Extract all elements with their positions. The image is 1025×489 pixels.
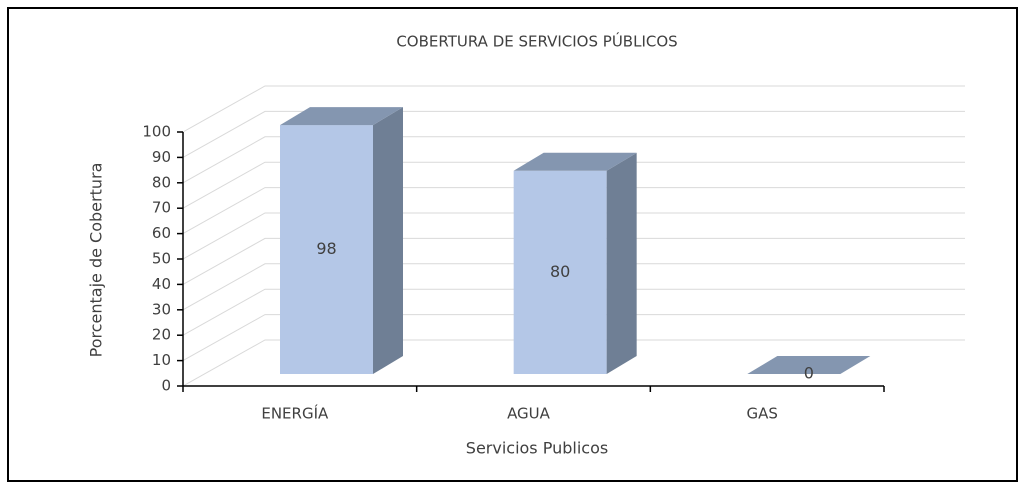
data-label: 0 xyxy=(804,364,814,383)
grid-line xyxy=(182,288,965,336)
y-tick-label: 0 xyxy=(161,377,171,395)
y-tick-label: 40 xyxy=(152,275,171,293)
grid-line xyxy=(182,161,965,209)
y-tick-label: 100 xyxy=(142,123,171,141)
y-tick-label: 80 xyxy=(152,173,171,191)
x-tick-label: AGUA xyxy=(507,405,551,423)
grid-line xyxy=(182,263,965,311)
y-axis-title: Porcentaje de Cobertura xyxy=(87,163,106,358)
bar-side xyxy=(606,152,637,374)
chart-border xyxy=(7,7,1018,482)
grid-line xyxy=(182,212,965,260)
y-tick-label: 50 xyxy=(152,250,171,268)
grid-line xyxy=(182,339,965,387)
chart-title: COBERTURA DE SERVICIOS PÚBLICOS xyxy=(396,32,677,51)
y-tick-label: 70 xyxy=(152,199,171,217)
bar-front xyxy=(280,125,373,374)
bar-top xyxy=(280,107,403,126)
y-tick-label: 30 xyxy=(152,300,171,318)
y-tick-label: 90 xyxy=(152,148,171,166)
grid-line xyxy=(182,187,965,235)
grid-line xyxy=(182,136,965,184)
grid-line xyxy=(182,110,965,158)
y-tick-label: 60 xyxy=(152,224,171,242)
bar-side xyxy=(373,107,403,374)
grid-line xyxy=(182,85,965,133)
data-label: 98 xyxy=(316,239,336,258)
grid-line xyxy=(182,237,965,285)
y-tick-label: 10 xyxy=(152,351,171,369)
bar-top xyxy=(747,356,871,374)
x-axis-title: Servicios Publicos xyxy=(466,439,608,458)
x-tick-label: GAS xyxy=(746,405,777,423)
y-tick-label: 20 xyxy=(152,326,171,344)
data-label: 80 xyxy=(550,262,570,281)
bar-front xyxy=(513,170,607,374)
grid-line xyxy=(182,314,965,362)
x-tick-label: ENERGÍA xyxy=(261,404,329,423)
bar-top xyxy=(513,152,637,171)
